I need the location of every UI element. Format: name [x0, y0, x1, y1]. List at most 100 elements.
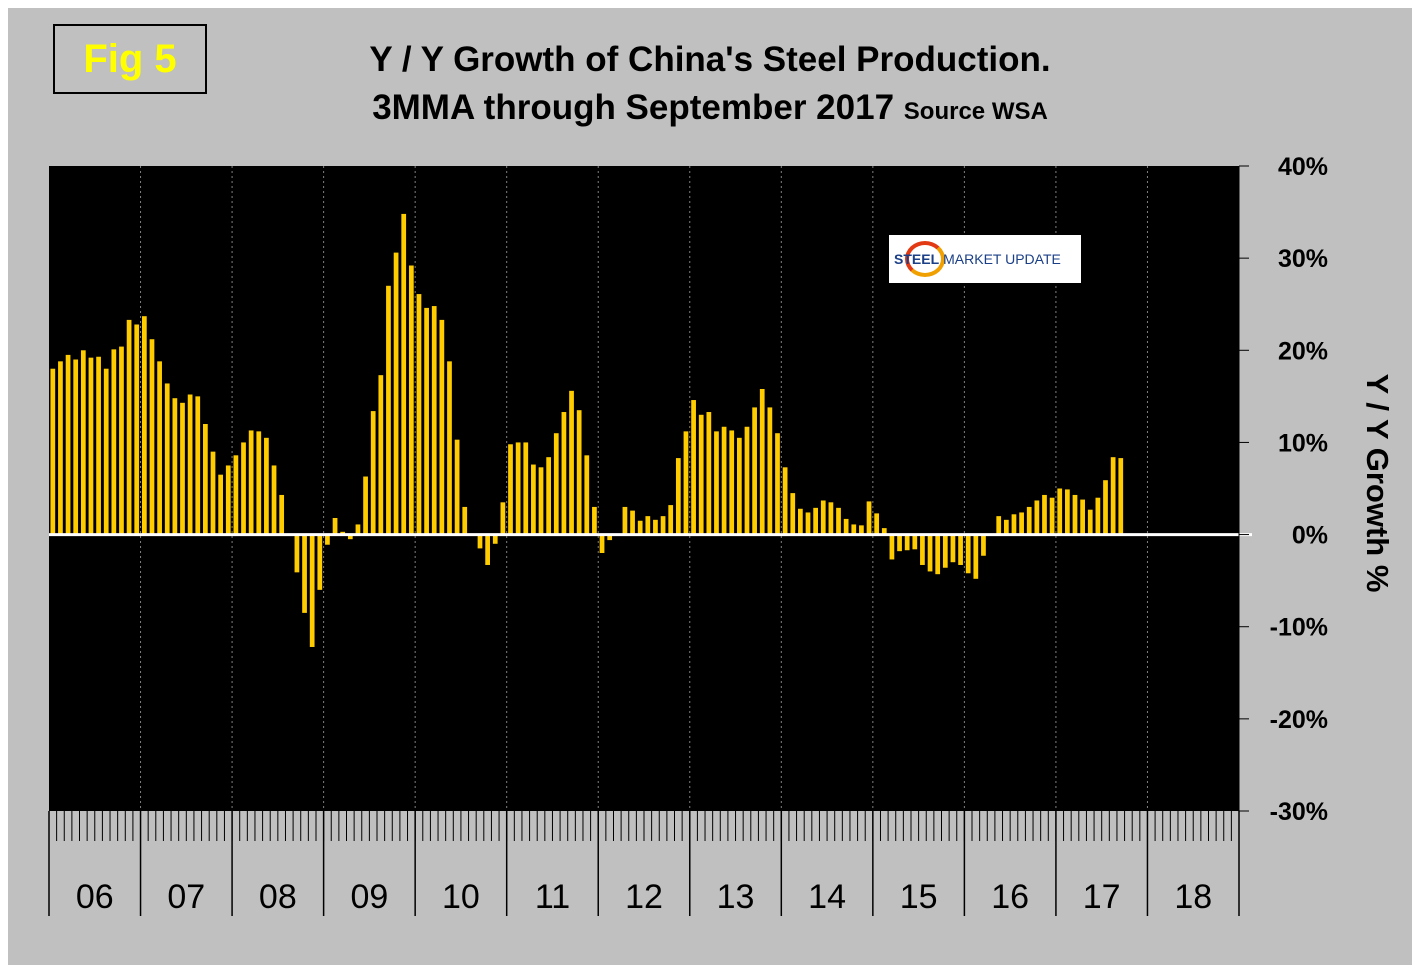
bar: [1095, 497, 1101, 535]
bar: [721, 426, 727, 535]
bar: [706, 412, 712, 535]
bar: [904, 534, 910, 551]
bar: [500, 502, 506, 535]
bar: [370, 411, 376, 535]
logo-text-steel: STEEL: [894, 251, 940, 267]
bar: [889, 534, 895, 560]
bar: [714, 431, 719, 535]
x-axis: 06 07 08 09 10 11 12 13 14 15 16 17 18: [48, 811, 1240, 916]
bar: [1034, 500, 1040, 535]
chart-title-line2: 3MMA through September 2017 Source WSA: [250, 88, 1170, 128]
bar: [538, 467, 544, 535]
bar: [317, 534, 323, 590]
bar: [683, 431, 689, 535]
bar: [241, 442, 246, 535]
bar: [843, 518, 849, 535]
bar: [332, 517, 338, 535]
y-tick-label: 0%: [1292, 522, 1328, 550]
y-tick-label: 20%: [1278, 337, 1328, 365]
bar: [431, 306, 437, 535]
bar: [958, 534, 963, 565]
y-tick-label: 40%: [1278, 153, 1328, 181]
x-year-label: 10: [442, 878, 480, 916]
bar: [912, 534, 918, 550]
bar: [210, 451, 216, 535]
bar: [218, 474, 223, 535]
bar: [630, 510, 635, 535]
bar: [744, 426, 750, 535]
x-year-label: 13: [717, 878, 755, 916]
bar: [203, 424, 208, 535]
bar: [775, 433, 780, 535]
x-year-label: 09: [350, 878, 388, 916]
logo-text-market-update: MARKET UPDATE: [943, 251, 1061, 267]
bar: [660, 516, 666, 535]
bar: [180, 402, 185, 535]
bar: [1003, 519, 1009, 535]
bar: [279, 494, 285, 535]
bar: [1072, 494, 1078, 535]
bar: [325, 534, 330, 545]
bar: [119, 346, 124, 535]
bar: [408, 265, 414, 535]
bar: [935, 534, 941, 575]
y-axis-label: Y / Y Growth %: [1360, 374, 1395, 593]
bar: [515, 442, 521, 535]
bar: [1011, 514, 1017, 535]
bar: [759, 388, 765, 535]
bar: [668, 505, 674, 535]
bar: [592, 506, 597, 535]
bar: [546, 457, 552, 535]
bar: [477, 534, 483, 549]
bar: [920, 534, 925, 565]
bar: [1026, 506, 1032, 535]
y-tick-label: -10%: [1270, 614, 1328, 642]
bar: [294, 534, 300, 573]
bar: [347, 534, 353, 540]
bar: [141, 316, 147, 535]
x-year-label: 06: [76, 878, 114, 916]
bar: [813, 507, 818, 535]
bar: [485, 534, 490, 565]
bar: [790, 493, 796, 535]
bar: [386, 285, 391, 535]
figure-label: Fig 5: [53, 24, 207, 94]
bar: [355, 524, 361, 535]
bar: [271, 465, 277, 535]
bar: [454, 439, 460, 535]
bar: [584, 455, 590, 535]
bar: [1103, 480, 1108, 535]
bar: [523, 442, 529, 535]
source-text: Source WSA: [903, 98, 1048, 125]
bar: [698, 414, 704, 535]
logo-swoosh-icon: [905, 241, 945, 277]
chart-title-line1: Y / Y Growth of China's Steel Production…: [250, 40, 1170, 80]
bar: [65, 354, 71, 535]
bar: [1057, 488, 1063, 535]
y-tick-label: 30%: [1278, 245, 1328, 273]
bar: [88, 357, 94, 535]
bar: [851, 524, 857, 535]
bar: [157, 361, 162, 535]
bar: [736, 437, 742, 535]
bar: [447, 361, 452, 535]
x-year-label: 15: [900, 878, 938, 916]
title-line2-text: 3MMA through September 2017: [372, 88, 895, 127]
title-line1-text: Y / Y Growth of China's Steel Production…: [369, 40, 1051, 79]
x-year-label: 11: [535, 878, 570, 916]
bar: [965, 534, 971, 574]
bar: [767, 407, 773, 535]
bar: [637, 520, 643, 535]
bar: [836, 507, 841, 535]
bar: [248, 430, 254, 535]
bar: [782, 467, 788, 535]
y-axis: 40% 30% 20% 10% 0% -10% -20% -30%: [1238, 153, 1328, 826]
bar-series: [50, 213, 1124, 647]
bar: [195, 396, 201, 535]
bar: [401, 213, 407, 535]
bar: [302, 534, 307, 613]
bar: [950, 534, 956, 563]
bar: [874, 513, 880, 535]
bar: [828, 502, 834, 535]
bar: [805, 512, 811, 535]
